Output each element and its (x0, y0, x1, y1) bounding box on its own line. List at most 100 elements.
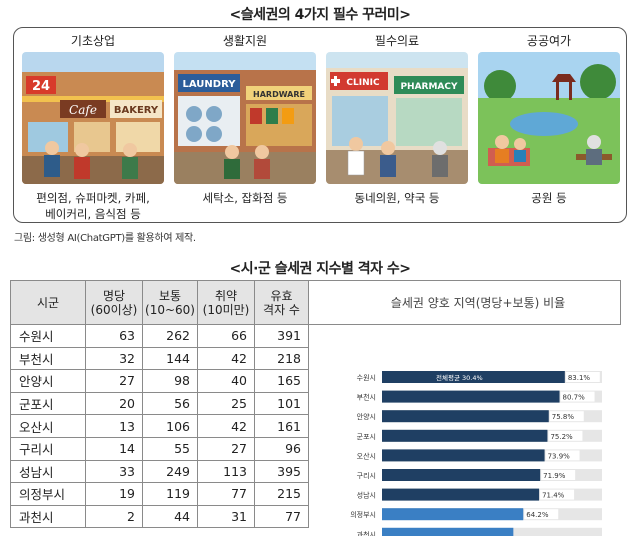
value-label-bg (541, 470, 576, 480)
city-cell: 성남시 (10, 459, 86, 484)
count-cell: 106 (142, 414, 198, 438)
bar (382, 429, 548, 442)
bakery-sign: BAKERY (114, 105, 159, 116)
pharmacy-sign: PHARMACY (400, 82, 458, 92)
category-living: 생활지원 LAUNDRY HARDWARE 세탁소, 잡화점 등 (170, 28, 320, 224)
bar (382, 449, 545, 462)
table-row: 성남시 33 249 113 395 (10, 459, 621, 484)
grid-count-table: 시군 명당 (60이상) 보통 (10~60) 취약 (10미만) 유효 격자 … (10, 280, 621, 529)
city-cell: 부천시 (10, 346, 86, 371)
count-cell: 19 (85, 482, 143, 506)
value-label-bg (524, 509, 559, 520)
value-label-bg (565, 372, 600, 382)
value-label-bg (560, 391, 595, 402)
park-illustration (478, 52, 620, 184)
category-caption: 편의점, 슈퍼마켓, 카페, 베이커리, 음식점 등 (36, 191, 150, 221)
count-cell: 2 (85, 504, 143, 529)
chart-category-label: 안양시 (357, 412, 376, 421)
header-weak: 취약 (10미만) (197, 280, 255, 325)
reference-label: 전체평균 30.4% (436, 373, 483, 382)
bar-value-label: 75.2% (550, 433, 573, 441)
value-label-bg (548, 430, 583, 441)
header-city: 시군 (10, 280, 86, 325)
store-24-sign: 24 (32, 79, 50, 94)
count-cell: 42 (197, 346, 255, 371)
commerce-illustration: 24 Cafe BAKERY (22, 52, 164, 184)
count-cell: 56 (142, 391, 198, 416)
value-label-bg (540, 489, 575, 500)
bar-value-label: 73.9% (548, 452, 571, 460)
city-cell: 오산시 (10, 414, 86, 438)
count-cell: 96 (254, 436, 309, 461)
count-cell: 44 (142, 504, 198, 529)
city-cell: 구리시 (10, 436, 86, 461)
count-cell: 101 (254, 391, 309, 416)
chart-category-label: 군포시 (357, 433, 376, 441)
count-cell: 40 (197, 369, 255, 393)
category-label: 필수의료 (374, 34, 420, 48)
chart-category-label: 수원시 (357, 373, 376, 382)
amenity-panel: 기초상업 24 Cafe BAKERY 편의점, 슈퍼마켓, (13, 27, 627, 223)
count-cell: 262 (142, 324, 198, 348)
header-normal: 보통 (10~60) (142, 280, 198, 325)
count-cell: 66 (197, 324, 255, 348)
bar (382, 410, 549, 423)
bar (382, 488, 540, 501)
count-cell: 77 (254, 504, 309, 529)
count-cell: 14 (85, 436, 143, 461)
cafe-sign: Cafe (69, 103, 97, 117)
category-caption: 동네의원, 약국 등 (354, 191, 440, 205)
image-credit: 그림: 생성형 AI(ChatGPT)를 활용하여 제작. (14, 233, 196, 244)
value-label-bg (549, 411, 584, 422)
hardware-sign: HARDWARE (253, 90, 305, 99)
category-label: 공공여가 (526, 34, 572, 48)
count-cell: 77 (197, 482, 255, 506)
count-cell: 31 (197, 504, 255, 529)
bar-value-label: 64.2% (526, 511, 549, 519)
bar (382, 527, 514, 536)
city-cell: 안양시 (10, 369, 86, 393)
chart-cell (308, 280, 621, 325)
city-cell: 의정부시 (10, 482, 86, 506)
chart-category-label: 부천시 (357, 393, 376, 402)
count-cell: 42 (197, 414, 255, 438)
chart-category-label: 성남시 (357, 491, 376, 500)
count-cell: 249 (142, 459, 198, 484)
illustration-title: <슬세권의 4가지 필수 꾸러미> (229, 7, 411, 23)
ratio-bar-chart: 수원시 83.1% 부천시 80.7% 안양시 75.8% 군포시 75.2% 오산시 73.9%… (350, 371, 602, 536)
living-illustration: LAUNDRY HARDWARE (174, 52, 316, 184)
category-medical: 필수의료 CLINIC PHARMACY 동네의원, 약국 등 (322, 28, 472, 224)
category-leisure: 공공여가 공원 등 (474, 28, 624, 224)
table-row: 안양시 27 98 40 165 (10, 369, 621, 393)
bar (382, 469, 541, 481)
table-row: 구리시 14 55 27 96 (10, 436, 621, 461)
medical-illustration: CLINIC PHARMACY (326, 52, 468, 184)
count-cell: 63 (85, 324, 143, 348)
chart-category-label: 의정부시 (350, 510, 376, 519)
table-row: 의정부시 19 119 77 215 (10, 482, 621, 506)
count-cell: 25 (197, 391, 255, 416)
table-row: 과천시 2 44 31 77 (10, 504, 621, 529)
chart-category-label: 오산시 (357, 451, 376, 460)
count-cell: 13 (85, 414, 143, 438)
chart-category-label: 구리시 (357, 471, 376, 480)
value-label-bg (545, 450, 580, 461)
bar-value-label: 71.4% (542, 492, 565, 500)
count-cell: 20 (85, 391, 143, 416)
count-cell: 27 (85, 369, 143, 393)
bar (382, 390, 560, 403)
count-cell: 55 (142, 436, 198, 461)
header-valid: 유효 격자 수 (254, 280, 309, 325)
header-good: 명당 (60이상) (85, 280, 143, 325)
count-cell: 391 (254, 324, 309, 348)
category-caption: 공원 등 (531, 191, 567, 205)
bar-value-label: 80.7% (563, 394, 586, 402)
count-cell: 144 (142, 346, 198, 371)
category-caption: 세탁소, 잡화점 등 (202, 191, 288, 205)
count-cell: 98 (142, 369, 198, 393)
count-cell: 395 (254, 459, 309, 484)
bar (382, 508, 524, 521)
count-cell: 161 (254, 414, 309, 438)
table-title: <시·군 슬세권 지수별 격자 수> (229, 261, 411, 277)
table-row: 부천시 32 144 42 218 (10, 346, 621, 371)
